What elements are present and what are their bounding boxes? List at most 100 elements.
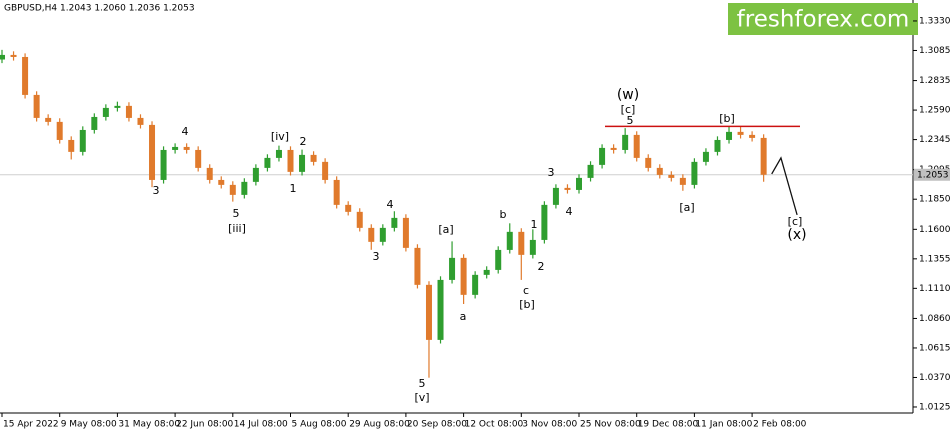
x-tick-label: 19 Dec 08:00 xyxy=(638,420,699,430)
candle-body xyxy=(483,269,490,275)
x-tick-label: 20 Sep 08:00 xyxy=(407,420,467,430)
candle-body xyxy=(356,211,363,228)
wave-label: (w) xyxy=(617,87,639,103)
wave-label: c xyxy=(523,284,529,297)
candle-body xyxy=(506,231,513,250)
candle-body xyxy=(206,167,213,180)
brand-box xyxy=(728,3,918,35)
wave-label: 5 xyxy=(419,377,426,390)
last-price-label: 1.2053 xyxy=(917,170,949,180)
candle-body xyxy=(322,161,329,180)
wave-label: 3 xyxy=(548,166,555,179)
candle-body xyxy=(668,174,675,178)
wave-label: 3 xyxy=(373,250,380,263)
y-tick-label: 1.0125 xyxy=(919,402,950,412)
candle-body xyxy=(345,204,352,212)
candle-body xyxy=(149,124,156,180)
candle-body xyxy=(379,227,386,242)
candle-body xyxy=(576,177,582,190)
wave-label: [b] xyxy=(719,112,735,125)
candle-body xyxy=(518,231,525,255)
candle-body xyxy=(195,149,202,168)
y-tick-label: 1.0615 xyxy=(919,343,950,353)
y-tick-label: 1.3085 xyxy=(919,46,950,56)
candle-body xyxy=(679,177,686,185)
candle-body xyxy=(0,54,5,60)
candle-body xyxy=(56,121,63,140)
candle-body xyxy=(599,147,606,165)
candle-body xyxy=(275,149,282,158)
candle-body xyxy=(714,139,721,152)
y-tick-label: 1.1110 xyxy=(919,284,950,294)
y-tick-label: 1.1850 xyxy=(919,195,950,205)
candle-body xyxy=(229,184,236,195)
candle-body xyxy=(760,137,767,175)
candle-body xyxy=(125,105,132,118)
candle-body xyxy=(91,116,98,130)
candle-body xyxy=(22,56,29,95)
candle-body xyxy=(172,146,179,150)
wave-label: 3 xyxy=(153,184,160,197)
candle-body xyxy=(102,107,109,117)
wave-label: 4 xyxy=(182,125,189,138)
x-tick-label: 14 Jul 08:00 xyxy=(234,420,288,430)
candle-body xyxy=(495,249,502,270)
candle-body xyxy=(114,105,121,108)
y-tick-label: 1.3330 xyxy=(919,16,950,26)
candle-body xyxy=(264,157,271,168)
wave-label: [iv] xyxy=(271,130,289,143)
candle-body xyxy=(425,284,432,340)
candle-body xyxy=(449,257,456,280)
candle-body xyxy=(183,146,190,150)
x-tick-label: 9 May 08:00 xyxy=(61,420,117,430)
wave-label: [a] xyxy=(438,223,453,236)
y-tick-label: 1.1600 xyxy=(919,225,950,235)
candle-body xyxy=(287,149,294,172)
candle-body xyxy=(414,247,421,285)
y-tick-label: 1.2835 xyxy=(919,76,950,86)
y-tick-label: 1.1355 xyxy=(919,254,950,264)
candle-body xyxy=(310,154,317,162)
candle-body xyxy=(587,164,594,178)
x-tick-label: 31 May 08:00 xyxy=(118,420,180,430)
candle-body xyxy=(299,154,306,172)
wave-label: 5 xyxy=(233,207,240,220)
wave-label: b xyxy=(500,208,507,221)
candle-body xyxy=(633,134,640,158)
wave-label: 1 xyxy=(531,218,538,231)
wave-label: [c] xyxy=(621,103,636,116)
wave-label: [iii] xyxy=(228,222,246,235)
candle-body xyxy=(79,129,86,152)
x-tick-label: 15 Apr 2022 xyxy=(3,420,59,430)
brand: freshforex.com xyxy=(737,7,910,33)
candle-body xyxy=(726,131,733,140)
candle-body xyxy=(218,179,225,185)
x-tick-label: 29 Aug 08:00 xyxy=(349,420,410,430)
candle-body xyxy=(45,117,52,122)
wave-label: [c] xyxy=(788,215,803,228)
candle-body xyxy=(137,117,144,125)
x-tick-label: 12 Oct 08:00 xyxy=(465,420,524,430)
candle-body xyxy=(252,167,259,182)
wave-label: (x) xyxy=(787,227,806,243)
y-tick-label: 1.2345 xyxy=(919,135,950,145)
candle-body xyxy=(68,139,75,152)
forecast-path xyxy=(771,156,798,216)
x-tick-label: 25 Nov 08:00 xyxy=(580,420,641,430)
candle-body xyxy=(737,131,744,135)
candle-body xyxy=(160,149,167,180)
y-tick-label: 1.0370 xyxy=(919,373,950,383)
candle-body xyxy=(241,181,248,195)
candle-body xyxy=(645,157,652,168)
x-tick-label: 22 Jun 08:00 xyxy=(176,420,233,430)
header: GBPUSD,H4 1.2043 1.2060 1.2036 1.2053 xyxy=(4,4,195,14)
x-tick-label: 3 Nov 08:00 xyxy=(522,420,577,430)
wave-label: 2 xyxy=(300,135,307,148)
candle-body xyxy=(656,167,663,175)
candle-body xyxy=(529,239,536,255)
y-tick-label: 1.2590 xyxy=(919,106,950,116)
candle-body xyxy=(368,227,375,242)
wave-label: 5 xyxy=(627,114,634,127)
